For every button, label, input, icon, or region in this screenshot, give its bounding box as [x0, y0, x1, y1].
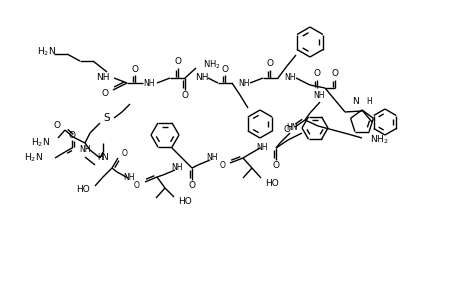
Text: NH: NH	[284, 73, 296, 82]
Text: H$_2$N: H$_2$N	[24, 152, 43, 164]
Text: N: N	[101, 153, 108, 162]
Text: O: O	[68, 130, 75, 139]
Text: HO: HO	[265, 179, 279, 188]
Text: NH: NH	[96, 73, 110, 82]
Text: O: O	[188, 182, 195, 191]
Text: NH: NH	[195, 73, 208, 82]
Text: NH: NH	[123, 173, 135, 182]
Text: NH: NH	[314, 90, 325, 99]
Text: O: O	[314, 70, 321, 79]
Text: O: O	[53, 122, 60, 130]
Text: HN: HN	[286, 122, 298, 131]
Text: NH: NH	[171, 164, 183, 173]
Text: O: O	[122, 148, 128, 157]
Text: NH: NH	[79, 146, 91, 155]
Text: O: O	[332, 70, 339, 79]
Text: H: H	[366, 97, 372, 106]
Text: O: O	[221, 64, 229, 73]
Text: O: O	[267, 59, 274, 68]
Text: NH: NH	[238, 79, 249, 88]
Text: O: O	[101, 88, 108, 97]
Text: O: O	[134, 180, 140, 189]
Text: O: O	[182, 90, 188, 99]
Text: H$_2$N: H$_2$N	[31, 137, 50, 149]
Text: NH$_2$: NH$_2$	[203, 59, 220, 71]
Text: S: S	[103, 113, 110, 123]
Text: NH: NH	[207, 153, 218, 162]
Text: N: N	[352, 97, 359, 106]
Text: H$_2$N: H$_2$N	[37, 46, 56, 58]
Text: NH: NH	[256, 144, 268, 153]
Text: O: O	[219, 162, 225, 171]
Text: O: O	[283, 126, 290, 135]
Text: HO: HO	[178, 197, 192, 206]
Text: O: O	[175, 57, 182, 66]
Text: HO: HO	[76, 186, 90, 195]
Text: NH: NH	[143, 79, 155, 88]
Text: O: O	[132, 64, 139, 73]
Text: O: O	[273, 160, 280, 169]
Text: NH$_2$: NH$_2$	[370, 134, 389, 146]
Text: H: H	[97, 153, 103, 162]
